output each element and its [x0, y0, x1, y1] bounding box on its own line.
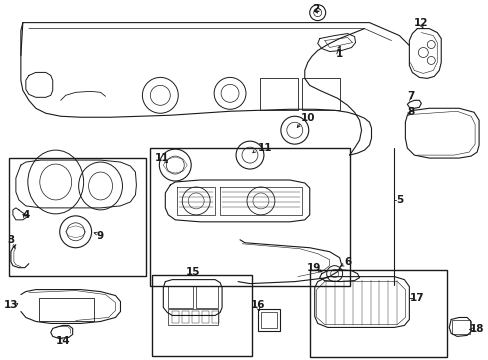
Text: 5: 5 [395, 195, 402, 205]
Bar [258, 310, 279, 332]
Text: 17: 17 [409, 293, 424, 302]
Text: 14: 14 [55, 336, 70, 346]
Bar [168, 310, 218, 325]
Bar [301, 78, 339, 110]
Text: 19: 19 [306, 263, 320, 273]
Text: 15: 15 [185, 267, 200, 276]
Text: 6: 6 [343, 257, 350, 267]
Bar [192, 311, 199, 323]
Text: 10: 10 [300, 113, 314, 123]
Text: 4: 4 [22, 210, 29, 220]
Text: 7: 7 [407, 91, 414, 101]
Text: 16: 16 [250, 300, 264, 310]
Bar [309, 270, 447, 357]
Text: 3: 3 [7, 235, 15, 245]
Bar [172, 311, 179, 323]
Bar [150, 148, 349, 285]
Text: 1: 1 [335, 49, 343, 59]
Bar [168, 285, 193, 307]
Text: 8: 8 [407, 107, 414, 117]
Bar [451, 320, 469, 334]
Text: 11: 11 [257, 143, 272, 153]
Bar [9, 158, 146, 276]
Bar [260, 78, 297, 110]
Bar [196, 285, 218, 307]
Text: 18: 18 [469, 324, 483, 334]
Bar [261, 312, 276, 328]
Text: 13: 13 [3, 300, 18, 310]
Text: 12: 12 [413, 18, 427, 28]
Bar [182, 311, 189, 323]
Text: 2: 2 [311, 4, 319, 14]
Text: 9: 9 [97, 231, 104, 241]
Bar [152, 275, 251, 356]
Bar [39, 298, 93, 321]
Bar [202, 311, 209, 323]
Bar [212, 311, 219, 323]
Text: 11: 11 [155, 153, 169, 163]
